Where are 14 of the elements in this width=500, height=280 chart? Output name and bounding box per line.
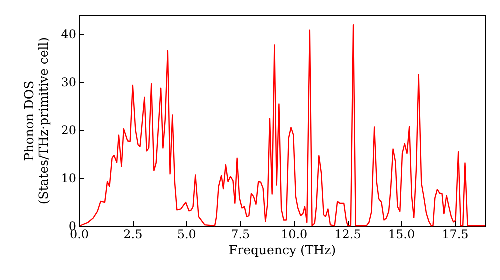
x-tick-label: 10.0 xyxy=(280,228,308,242)
x-tick-label: 17.5 xyxy=(442,228,469,242)
x-tick-label: 5.0 xyxy=(177,228,196,242)
x-tick-label: 7.5 xyxy=(231,228,250,242)
y-tick-label: 20 xyxy=(61,124,76,138)
x-tick-label: 15.0 xyxy=(388,228,416,242)
x-tick-label: 2.5 xyxy=(124,228,143,242)
y-axis-title: Phonon DOS (States/THz·primitive cell) xyxy=(22,37,52,205)
x-tick-label: 12.5 xyxy=(334,228,362,242)
y-tick-label: 10 xyxy=(61,172,76,186)
y-tick-label: 40 xyxy=(61,28,76,42)
x-axis-title: Frequency (THz) xyxy=(228,242,336,258)
line-series xyxy=(79,24,486,227)
y-tick-label: 30 xyxy=(61,76,76,90)
